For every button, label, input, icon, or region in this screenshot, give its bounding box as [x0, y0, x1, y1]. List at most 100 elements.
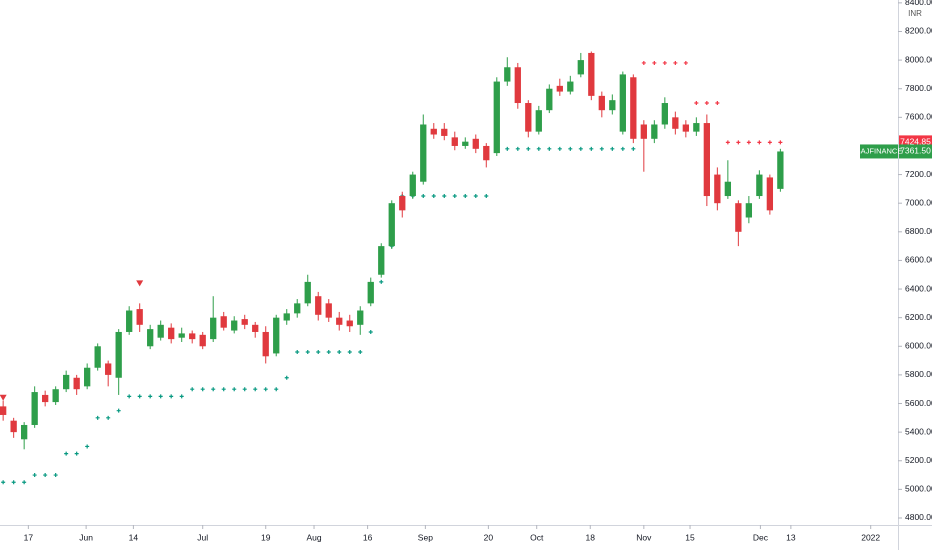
candle-body: [189, 333, 196, 340]
x-tick-label: 13: [786, 532, 796, 542]
supertrend-dot: [158, 394, 163, 399]
candle-body: [178, 333, 185, 338]
supertrend-dot: [43, 473, 48, 478]
candle-body: [483, 145, 490, 161]
candle-body: [31, 392, 38, 425]
supertrend-dot: [736, 140, 741, 145]
candle-body: [724, 181, 732, 197]
supertrend-dot: [526, 146, 531, 151]
supertrend-dot: [284, 375, 289, 380]
candle-body: [651, 124, 658, 139]
y-tick-label: 5600.00: [905, 398, 932, 408]
y-tick-label: 5800.00: [905, 369, 932, 379]
candle-body: [630, 77, 637, 139]
supertrend-dot: [620, 146, 625, 151]
y-tick-label: 8200.00: [905, 26, 932, 36]
candle-body: [42, 394, 49, 403]
last-price-tag: 7361.50: [900, 146, 931, 156]
candle-body: [252, 324, 259, 332]
y-tick-label: 6400.00: [905, 283, 932, 293]
supertrend-dot: [484, 194, 489, 199]
x-tick-label: Aug: [306, 532, 321, 542]
x-tick-label: 15: [685, 532, 695, 542]
candle-body: [21, 424, 28, 440]
candle-body: [94, 346, 101, 368]
x-tick-label: 16: [363, 532, 373, 542]
candle-body: [766, 177, 774, 211]
supertrend-dot: [557, 146, 562, 151]
supertrend-dot: [578, 146, 583, 151]
candle-body: [661, 103, 668, 125]
supertrend-dot: [431, 194, 436, 199]
candle-body: [231, 320, 238, 331]
supertrend-dot: [106, 415, 111, 420]
candle-body: [0, 406, 7, 415]
x-tick-label: 18: [586, 532, 596, 542]
supertrend-dot: [610, 146, 615, 151]
candle-body: [588, 52, 595, 96]
y-tick-label: 5400.00: [905, 426, 932, 436]
supertrend-dot: [190, 387, 195, 392]
supertrend-dot: [95, 415, 100, 420]
candle-body: [409, 174, 416, 197]
y-tick-label: 5000.00: [905, 484, 932, 494]
y-tick-label: 6200.00: [905, 312, 932, 322]
candle-body: [367, 281, 374, 304]
candle-body: [147, 329, 154, 347]
candle-body: [430, 128, 437, 135]
supertrend-dot: [74, 451, 79, 456]
candle-body: [714, 174, 721, 204]
supertrend-dot: [64, 451, 69, 456]
sell-signal: [0, 394, 7, 401]
supertrend-dot: [263, 387, 268, 392]
x-tick-label: Nov: [636, 532, 652, 542]
supertrend-dot: [505, 146, 510, 151]
candle-body: [535, 110, 542, 132]
x-tick-label: 2022: [861, 532, 880, 542]
symbol-tag: BAJFINANCE: [856, 146, 903, 155]
supertrend-price-tag: 7424.85: [900, 137, 931, 147]
supertrend-dot: [211, 387, 216, 392]
candle-body: [304, 281, 311, 304]
supertrend-dot: [305, 350, 310, 355]
candle-body: [756, 174, 763, 197]
supertrend-dot: [22, 480, 27, 485]
supertrend-dot: [631, 146, 636, 151]
candle-body: [325, 303, 332, 318]
candle-body: [682, 124, 689, 132]
supertrend-dot: [683, 60, 688, 65]
x-tick-label: 19: [261, 532, 271, 542]
supertrend-dot: [473, 194, 478, 199]
candle-body: [745, 203, 753, 218]
candle-body: [609, 100, 616, 111]
supertrend-dot: [673, 60, 678, 65]
supertrend-dot: [694, 101, 699, 106]
y-tick-label: 6600.00: [905, 255, 932, 265]
x-tick-label: 20: [484, 532, 494, 542]
supertrend-dot: [421, 194, 426, 199]
x-tick-label: Jul: [197, 532, 208, 542]
candle-body: [210, 317, 217, 340]
y-tick-label: 4800.00: [905, 512, 932, 522]
candle-body: [168, 327, 175, 340]
candle-body: [441, 128, 448, 136]
y-tick-label: 8400.00: [905, 0, 932, 7]
supertrend-dot: [337, 350, 342, 355]
supertrend-dot: [274, 387, 279, 392]
candle-body: [136, 309, 143, 325]
supertrend-dot: [589, 146, 594, 151]
candle-body: [262, 331, 269, 357]
candle-body: [10, 420, 17, 433]
supertrend-dot: [379, 279, 384, 284]
supertrend-dot: [221, 387, 226, 392]
candle-body: [126, 310, 133, 332]
supertrend-dot: [326, 350, 331, 355]
sell-signal: [136, 280, 144, 287]
candle-body: [567, 81, 574, 92]
candle-body: [388, 203, 395, 247]
candle-body: [157, 324, 164, 338]
supertrend-dot: [11, 480, 16, 485]
candle-body: [777, 151, 784, 189]
x-tick-label: Sep: [418, 532, 433, 542]
x-tick-label: Dec: [753, 532, 769, 542]
